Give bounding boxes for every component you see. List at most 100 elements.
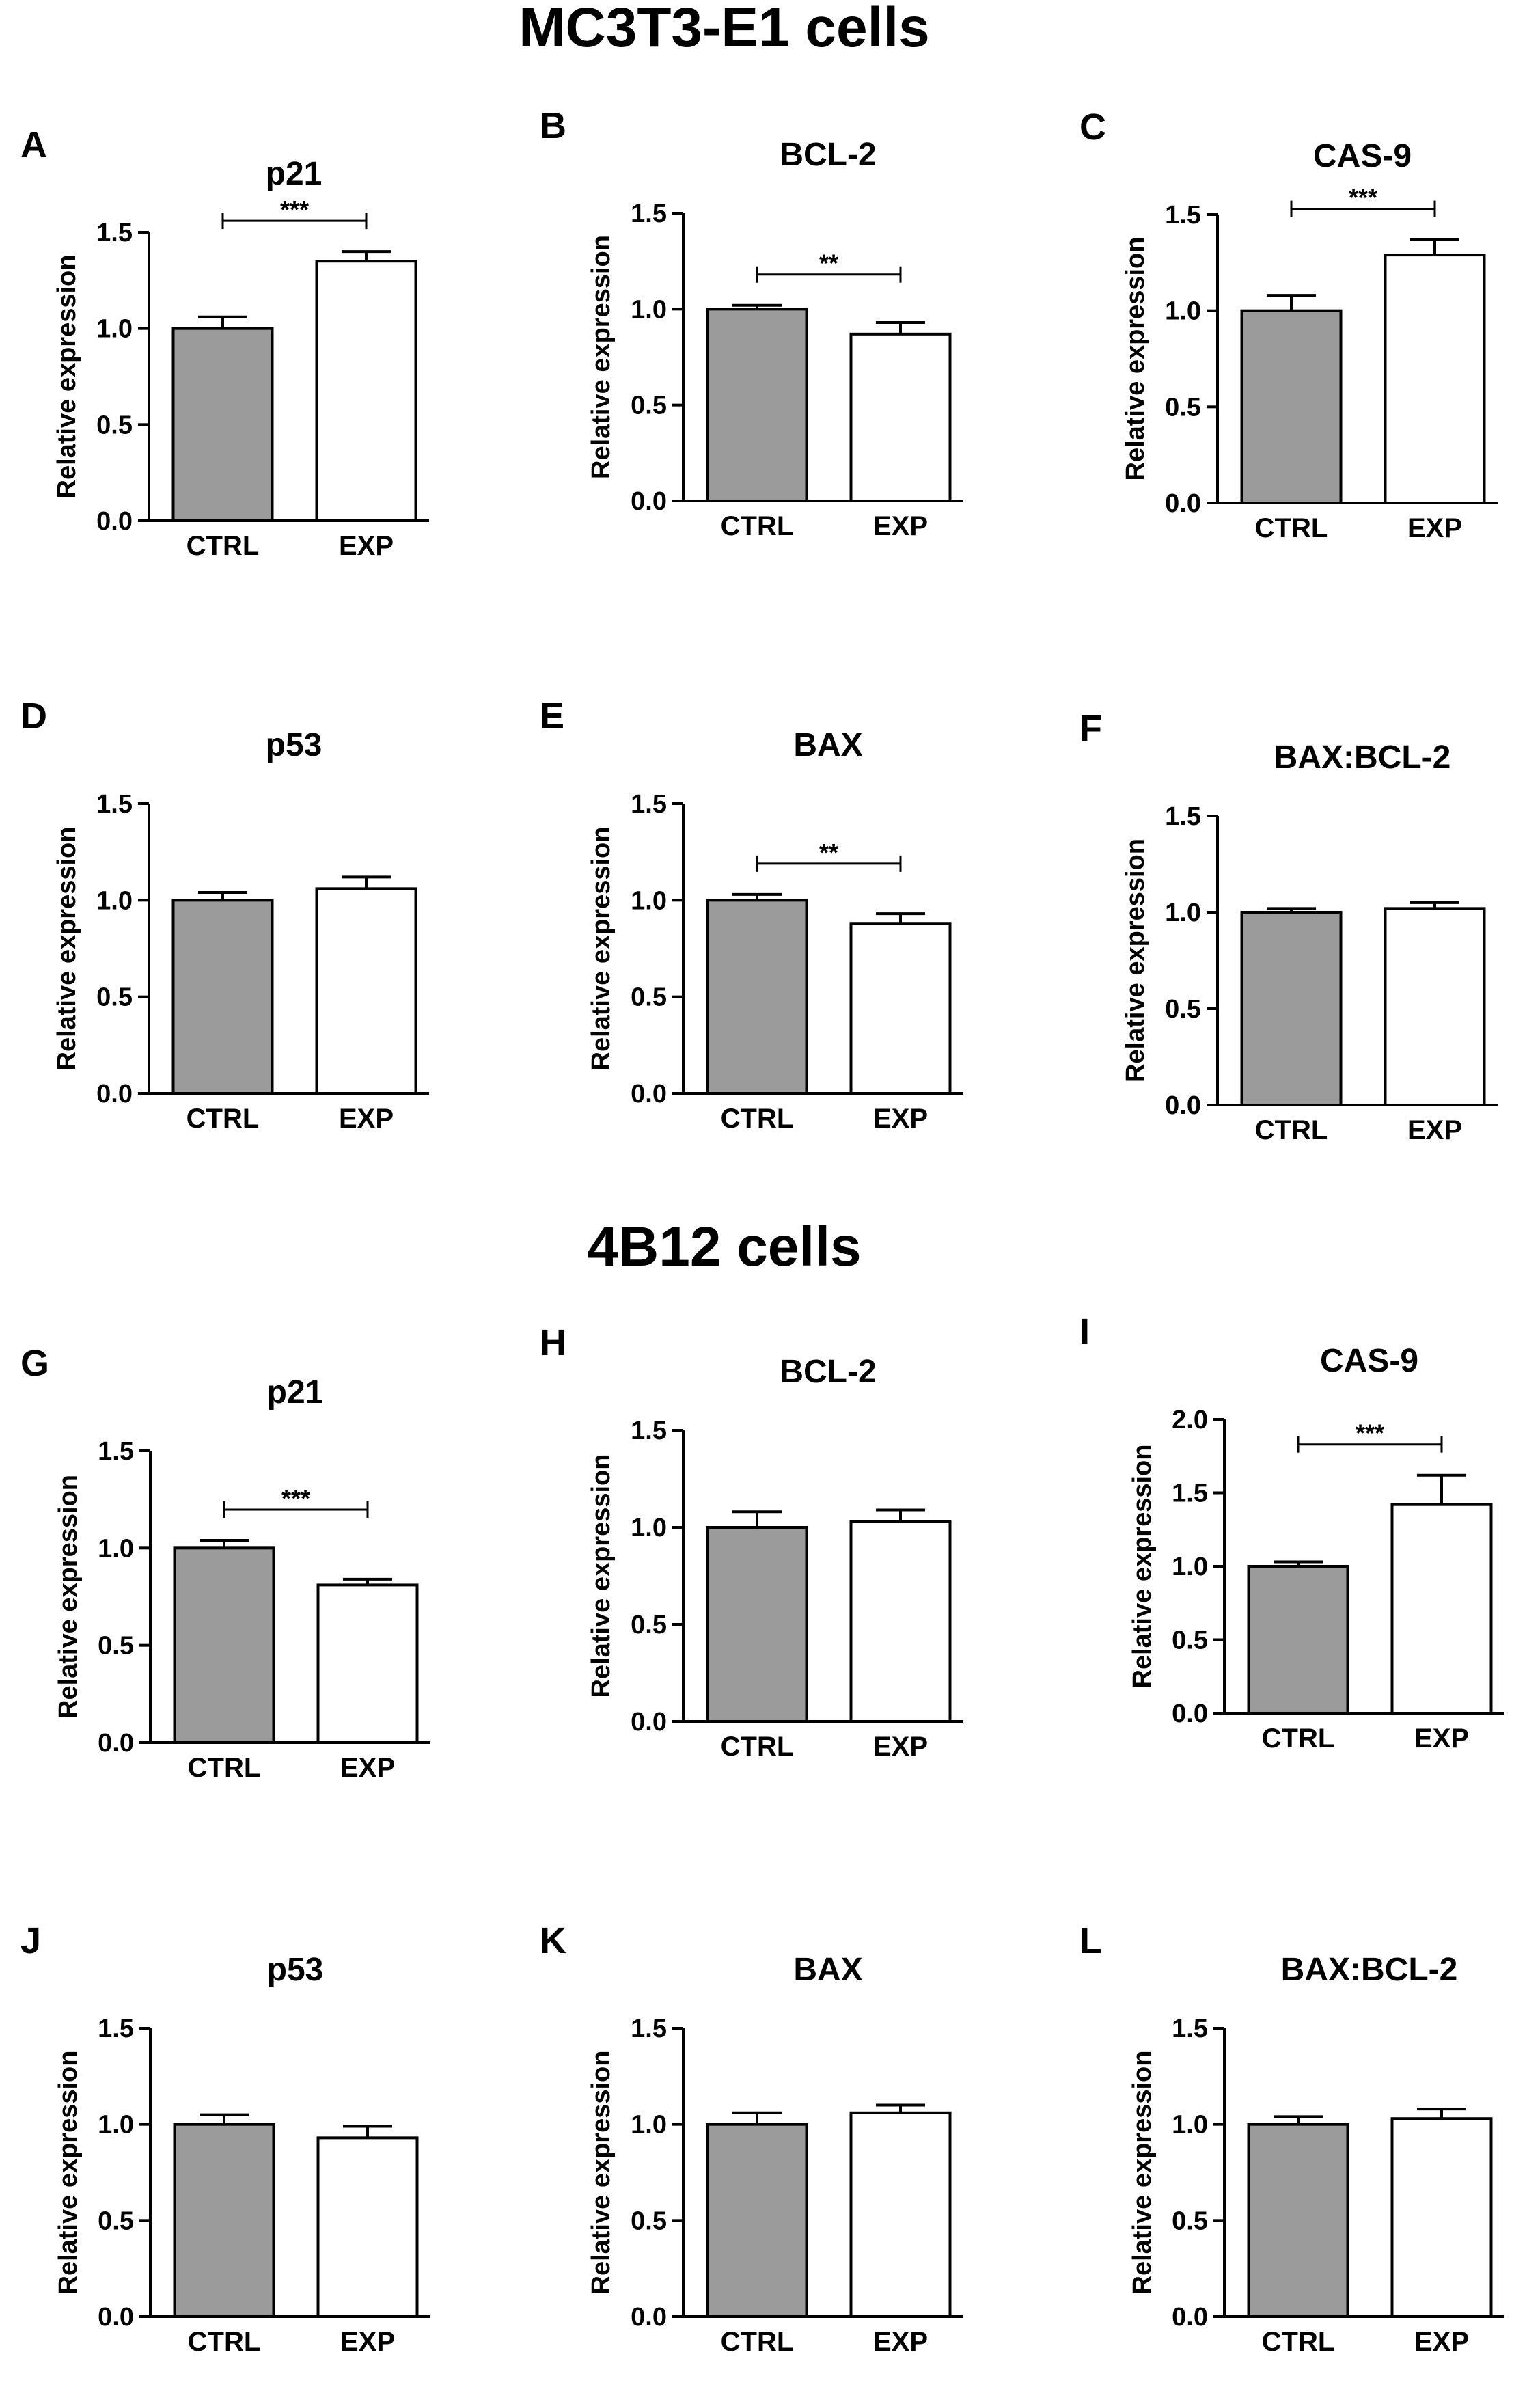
y-tick-label: 1.0 xyxy=(98,1534,134,1563)
x-category-label: EXP xyxy=(873,1732,928,1762)
y-axis-label: Relative expression xyxy=(1128,1445,1157,1689)
x-category-label: EXP xyxy=(873,1104,928,1134)
panel-letter: D xyxy=(20,696,47,737)
y-axis-label: Relative expression xyxy=(587,235,616,479)
y-tick-label: 1.0 xyxy=(96,315,133,344)
bar-exp xyxy=(315,260,417,522)
chart-panel-h: H BCL-2 Relative expression 0.0 0.5 1.0 1.5 CTR… xyxy=(540,1322,963,1762)
x-category-label: CTRL xyxy=(188,2327,261,2357)
chart-title: p21 xyxy=(267,1374,324,1410)
chart-title: BCL-2 xyxy=(780,1354,876,1390)
bar-ctrl xyxy=(173,2123,275,2319)
y-tick-label: 0.5 xyxy=(1172,1626,1208,1655)
y-tick-label: 1.5 xyxy=(1165,201,1201,230)
y-tick-label: 0.0 xyxy=(631,2303,667,2332)
bar-ctrl xyxy=(1240,911,1343,1106)
bar-exp xyxy=(1390,2117,1493,2318)
y-tick-label: 0.5 xyxy=(1172,2207,1208,2235)
y-tick-label: 0.0 xyxy=(96,1080,133,1108)
y-axis-label: Relative expression xyxy=(1128,2051,1157,2295)
x-category-label: EXP xyxy=(873,2327,928,2357)
chart-title: CAS-9 xyxy=(1313,138,1412,174)
panel-letter: L xyxy=(1080,1920,1102,1961)
bar-ctrl xyxy=(706,1526,808,1723)
x-category-label: EXP xyxy=(339,1104,394,1134)
y-axis-label: Relative expression xyxy=(587,827,616,1071)
y-tick-label: 0.0 xyxy=(631,1080,667,1108)
chart-title: BAX:BCL-2 xyxy=(1274,739,1451,776)
y-tick-label: 1.0 xyxy=(1172,1553,1208,1581)
y-tick-label: 0.0 xyxy=(98,2303,134,2332)
y-tick-label: 1.0 xyxy=(98,2111,134,2140)
chart-title: p53 xyxy=(266,727,322,763)
panel-letter: H xyxy=(540,1322,566,1363)
panel-letter: K xyxy=(540,1920,566,1961)
y-axis-label: Relative expression xyxy=(1121,237,1150,481)
x-category-label: CTRL xyxy=(188,1753,261,1783)
chart-panel-c: C CAS-9 Relative expression 0.0 0.5 1.0 1.5 CTR… xyxy=(1080,107,1498,543)
y-axis-label: Relative expression xyxy=(53,827,81,1071)
y-tick-label: 0.0 xyxy=(631,1708,667,1736)
y-tick-label: 0.0 xyxy=(631,487,667,516)
x-category-label: CTRL xyxy=(721,511,794,541)
x-category-label: CTRL xyxy=(721,1104,794,1134)
chart-title: p21 xyxy=(266,156,322,192)
chart-title: BAX xyxy=(793,727,862,763)
y-tick-label: 0.5 xyxy=(1165,995,1201,1024)
chart-panel-b: B BCL-2 Relative expression 0.0 0.5 1.0 1.5 CTR… xyxy=(540,105,963,541)
x-category-label: CTRL xyxy=(1262,1723,1335,1754)
bar-ctrl xyxy=(706,899,808,1095)
y-tick-label: 1.0 xyxy=(1172,2111,1208,2140)
y-tick-label: 0.5 xyxy=(98,1632,134,1661)
y-tick-label: 1.0 xyxy=(631,295,667,324)
y-tick-label: 1.0 xyxy=(631,1514,667,1542)
bar-ctrl xyxy=(171,899,274,1095)
x-category-label: CTRL xyxy=(721,2327,794,2357)
section-title-mc3t3: MC3T3-E1 cells xyxy=(519,0,930,59)
bar-ctrl xyxy=(1247,1565,1349,1715)
significance-label: *** xyxy=(280,195,309,223)
bar-exp xyxy=(849,2111,952,2318)
y-tick-label: 0.5 xyxy=(631,392,667,420)
y-tick-label: 0.0 xyxy=(1165,489,1201,518)
y-tick-label: 1.0 xyxy=(631,886,667,915)
x-category-label: CTRL xyxy=(1255,1115,1328,1145)
chart-title: CAS-9 xyxy=(1320,1343,1418,1379)
section-title-4b12: 4B12 cells xyxy=(587,1216,861,1278)
x-category-label: EXP xyxy=(1407,513,1462,543)
y-tick-label: 1.0 xyxy=(631,2111,667,2140)
y-tick-label: 1.5 xyxy=(96,219,133,247)
panel-letter: C xyxy=(1080,107,1106,148)
y-tick-label: 1.5 xyxy=(631,1417,667,1445)
significance-label: *** xyxy=(281,1484,310,1512)
bar-exp xyxy=(1384,254,1486,504)
chart-title: BAX xyxy=(793,1952,862,1988)
y-tick-label: 0.5 xyxy=(631,1611,667,1639)
bar-exp xyxy=(316,1583,419,1744)
bar-exp xyxy=(849,922,952,1095)
y-tick-label: 1.5 xyxy=(631,2015,667,2043)
y-tick-label: 1.5 xyxy=(631,790,667,819)
y-tick-label: 0.0 xyxy=(98,1729,134,1758)
bar-ctrl xyxy=(706,2123,808,2319)
y-tick-label: 1.5 xyxy=(98,2015,134,2043)
x-category-label: EXP xyxy=(1407,1115,1462,1145)
significance-label: *** xyxy=(1349,184,1377,212)
y-tick-label: 0.5 xyxy=(96,411,133,439)
y-axis-label: Relative expression xyxy=(53,255,81,499)
chart-title: p53 xyxy=(267,1952,324,1988)
y-tick-label: 1.0 xyxy=(1165,297,1201,326)
y-tick-label: 1.0 xyxy=(96,886,133,915)
bar-ctrl xyxy=(173,1546,275,1744)
y-tick-label: 0.0 xyxy=(96,507,133,536)
panel-letter: A xyxy=(20,124,47,165)
y-tick-label: 0.0 xyxy=(1165,1091,1201,1120)
bar-exp xyxy=(316,2136,419,2319)
y-axis-label: Relative expression xyxy=(587,1454,616,1698)
significance-label: *** xyxy=(1356,1419,1384,1447)
y-axis-label: Relative expression xyxy=(54,1475,83,1719)
x-category-label: EXP xyxy=(340,2327,395,2357)
chart-panel-k: K BAX Relative expression 0.0 0.5 1.0 1.5 CTRL E… xyxy=(540,1920,963,2357)
chart-panel-f: F BAX:BCL-2 Relative expression 0.0 0.5 1.0 1.… xyxy=(1080,708,1498,1145)
